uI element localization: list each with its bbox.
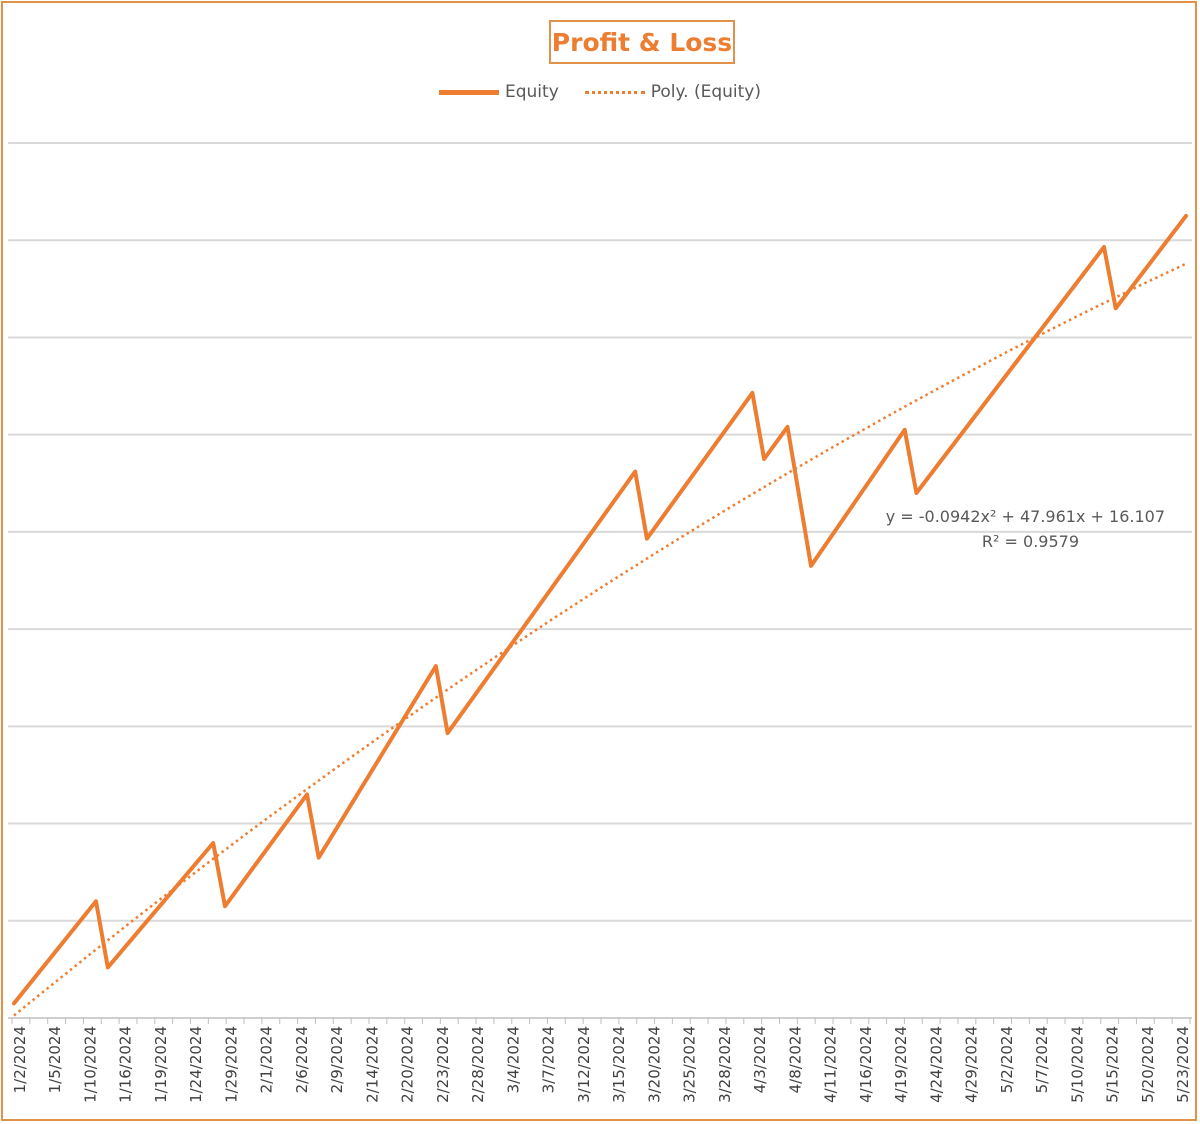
x-tick-label: 5/15/2024 [1104, 1026, 1122, 1103]
x-tick-label: 2/14/2024 [363, 1026, 381, 1103]
x-tick-label: 5/20/2024 [1139, 1026, 1157, 1103]
x-tick-label: 1/10/2024 [81, 1026, 99, 1103]
x-tick-label: 4/3/2024 [751, 1026, 769, 1093]
x-tick-label: 4/16/2024 [857, 1026, 875, 1103]
x-tick-label: 3/7/2024 [540, 1026, 558, 1093]
gridlines [8, 142, 1192, 922]
x-axis-tick-labels: 1/2/2024 1/5/2024 1/10/2024 1/16/2024 1/19/2… [11, 1026, 1192, 1103]
series-line-equity [12, 213, 1188, 1006]
legend-label-poly-equity: Poly. (Equity) [650, 82, 761, 102]
legend-swatch-equity [439, 89, 499, 95]
x-tick-label: 4/29/2024 [963, 1026, 981, 1103]
x-tick-label: 2/23/2024 [434, 1026, 452, 1103]
x-tick-label: 1/29/2024 [222, 1026, 240, 1103]
x-tick-label: 3/25/2024 [681, 1026, 699, 1103]
x-tick-label: 3/20/2024 [645, 1026, 663, 1103]
x-tick-label: 1/19/2024 [152, 1026, 170, 1103]
chart-title: Profit & Loss [549, 20, 735, 64]
x-tick-label: 2/28/2024 [469, 1026, 487, 1103]
x-tick-label: 5/10/2024 [1068, 1026, 1086, 1103]
x-tick-label: 1/2/2024 [11, 1026, 29, 1093]
x-tick-label: 5/23/2024 [1174, 1026, 1192, 1103]
x-tick-label: 3/28/2024 [716, 1026, 734, 1103]
x-axis-ticks [11, 1018, 1191, 1024]
legend-item-equity: Equity [439, 82, 559, 102]
chart-legend: Equity Poly. (Equity) [0, 82, 1200, 102]
x-tick-label: 1/16/2024 [117, 1026, 135, 1103]
x-tick-label: 1/5/2024 [46, 1026, 64, 1093]
trendline-poly-equity [13, 262, 1187, 1017]
x-tick-label: 5/7/2024 [1033, 1026, 1051, 1093]
x-tick-label: 3/4/2024 [504, 1026, 522, 1093]
x-tick-label: 2/6/2024 [293, 1026, 311, 1093]
x-tick-label: 2/20/2024 [399, 1026, 417, 1103]
legend-label-equity: Equity [505, 82, 559, 102]
x-tick-label: 2/1/2024 [258, 1026, 276, 1093]
x-tick-label: 5/2/2024 [998, 1026, 1016, 1093]
trendline-equation: y = -0.0942x² + 47.961x + 16.107 [886, 507, 1165, 526]
x-tick-label: 3/15/2024 [610, 1026, 628, 1103]
trendline-r-squared: R² = 0.9579 [982, 532, 1079, 551]
x-tick-label: 4/24/2024 [927, 1026, 945, 1103]
legend-item-poly-equity: Poly. (Equity) [584, 82, 761, 102]
x-tick-label: 4/11/2024 [822, 1026, 840, 1103]
x-tick-label: 3/12/2024 [575, 1026, 593, 1103]
legend-swatch-poly-equity [584, 90, 645, 94]
x-tick-label: 4/8/2024 [786, 1026, 804, 1093]
x-tick-label: 4/19/2024 [892, 1026, 910, 1103]
x-tick-label: 2/9/2024 [328, 1026, 346, 1093]
x-tick-label: 1/24/2024 [187, 1026, 205, 1103]
